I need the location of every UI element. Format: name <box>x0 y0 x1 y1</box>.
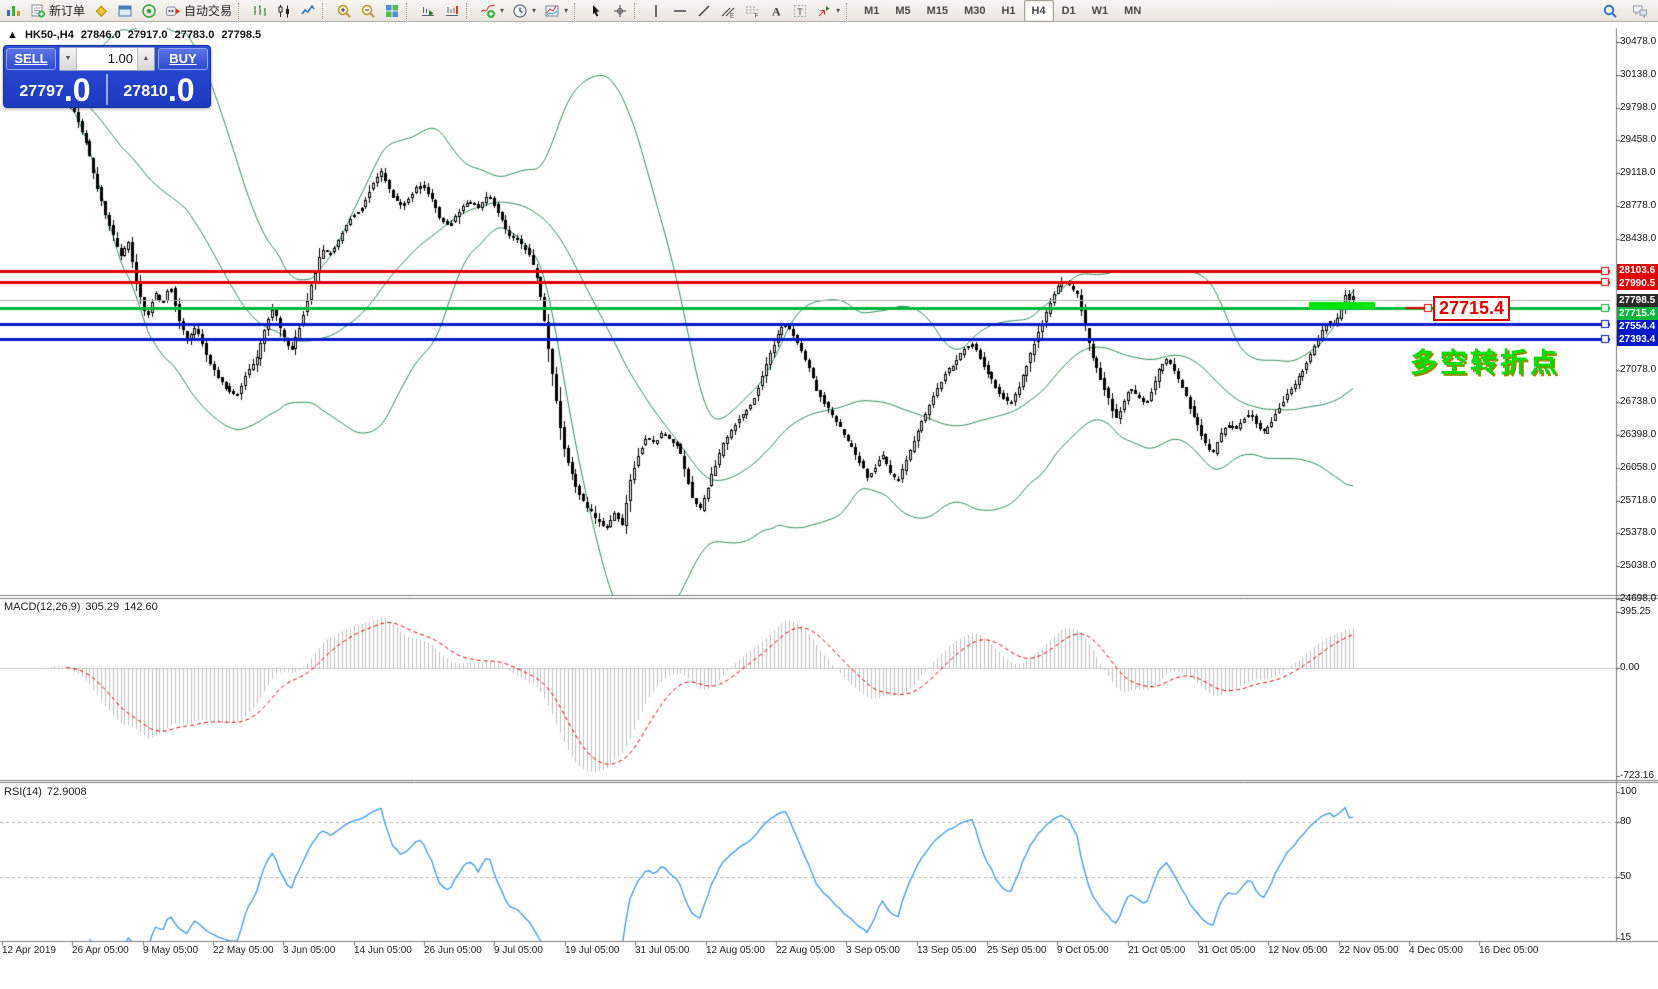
x-axis-date-label: 9 Oct 05:00 <box>1057 945 1109 956</box>
y-axis-tick-label: 26738.0 <box>1620 396 1657 407</box>
price-level-badge: 27554.4 <box>1617 320 1658 333</box>
y-axis-tick-label: 28438.0 <box>1620 233 1657 244</box>
rsi-axis-label: 100 <box>1620 786 1637 797</box>
rsi-axis-label: 50 <box>1620 871 1632 882</box>
price-level-badge: 27393.4 <box>1617 333 1658 346</box>
buy-price[interactable]: 27810.0 <box>108 72 210 107</box>
volume-increase-button[interactable]: ▲ <box>137 48 154 70</box>
y-axis-tick-label: 28778.0 <box>1620 200 1657 211</box>
volume-decrease-button[interactable]: ▼ <box>60 48 77 70</box>
y-axis-tick-label: 30478.0 <box>1620 36 1657 47</box>
x-axis-date-label: 22 Aug 05:00 <box>776 945 835 956</box>
buy-button-label: BUY <box>169 51 197 66</box>
y-axis-tick-label: 26398.0 <box>1620 429 1657 440</box>
rsi-name: RSI(14) <box>4 786 42 798</box>
price-callout-label[interactable]: 27715.4 <box>1433 296 1510 321</box>
price-level-badge: 27715.4 <box>1617 307 1658 320</box>
x-axis-date-label: 12 Aug 05:00 <box>706 945 765 956</box>
x-axis-date-label: 19 Jul 05:00 <box>565 945 620 956</box>
macd-name: MACD(12,26,9) <box>4 601 81 613</box>
price-level-badge: 27798.5 <box>1617 294 1658 307</box>
rsi-axis-label: 15 <box>1620 932 1632 943</box>
macd-axis-label: 0.00 <box>1620 662 1640 673</box>
x-axis-date-label: 22 May 05:00 <box>213 945 274 956</box>
volume-stepper[interactable]: ▼ 1.00 ▲ <box>59 47 155 71</box>
x-axis-date-label: 4 Dec 05:00 <box>1409 945 1463 956</box>
bar-close-value: 27798.5 <box>221 29 262 41</box>
chart-title: ▲ HK50-,H4 27846.0 27917.0 27783.0 27798… <box>7 29 265 41</box>
y-axis-tick-label: 25378.0 <box>1620 527 1657 538</box>
sell-price-big: .0 <box>63 72 91 108</box>
buy-price-big: .0 <box>167 72 195 108</box>
macd-axis-label: -723.16 <box>1620 770 1654 781</box>
trade-panel-top-row: SELL ▼ 1.00 ▲ BUY <box>4 46 210 72</box>
bar-open-value: 27846.0 <box>80 29 121 41</box>
macd-indicator-label: MACD(12,26,9) 305.29 142.60 <box>4 601 163 613</box>
macd-signal-value: 142.60 <box>124 601 158 613</box>
x-axis-date-label: 12 Apr 2019 <box>2 945 56 956</box>
y-axis-tick-label: 25718.0 <box>1620 495 1657 506</box>
y-axis-tick-label: 30138.0 <box>1620 69 1657 80</box>
rsi-axis-label: 80 <box>1620 816 1632 827</box>
x-axis-date-label: 22 Nov 05:00 <box>1339 945 1399 956</box>
y-axis-tick-label: 24698.0 <box>1620 593 1657 604</box>
bar-low-value: 27783.0 <box>174 29 215 41</box>
x-axis-date-label: 31 Jul 05:00 <box>635 945 690 956</box>
x-axis-date-label: 9 Jul 05:00 <box>494 945 543 956</box>
volume-field[interactable]: 1.00 <box>107 51 133 66</box>
x-axis-date-label: 16 Dec 05:00 <box>1479 945 1539 956</box>
y-axis-tick-label: 26058.0 <box>1620 462 1657 473</box>
buy-price-main: 27810 <box>123 83 168 100</box>
trade-panel-prices: 27797.0 27810.0 <box>4 72 210 107</box>
x-axis-date-label: 31 Oct 05:00 <box>1198 945 1256 956</box>
x-axis-date-label: 21 Oct 05:00 <box>1128 945 1186 956</box>
x-axis-date-label: 9 May 05:00 <box>143 945 199 956</box>
pivot-annotation-text: 多空转折点 <box>1410 348 1560 378</box>
sell-button[interactable]: SELL <box>6 48 56 70</box>
y-axis-tick-label: 29798.0 <box>1620 102 1657 113</box>
macd-axis-label: 395.25 <box>1620 606 1651 617</box>
buy-button[interactable]: BUY <box>158 48 208 70</box>
sell-price[interactable]: 27797.0 <box>4 72 106 107</box>
bar-high-value: 27917.0 <box>127 29 168 41</box>
one-click-trading-panel: SELL ▼ 1.00 ▲ BUY 27797.0 27810.0 <box>3 45 211 108</box>
rsi-value: 72.9008 <box>46 786 87 798</box>
price-level-badge: 28103.6 <box>1617 264 1658 277</box>
y-axis-tick-label: 27078.0 <box>1620 364 1657 375</box>
x-axis-date-label: 25 Sep 05:00 <box>987 945 1047 956</box>
y-axis-tick-label: 25038.0 <box>1620 560 1657 571</box>
symbol-period-label: HK50-,H4 <box>24 29 74 41</box>
rsi-indicator-label: RSI(14) 72.9008 <box>4 786 92 798</box>
trade-panel-divider <box>106 74 108 105</box>
x-axis-date-label: 13 Sep 05:00 <box>917 945 977 956</box>
x-axis-date-label: 26 Jun 05:00 <box>424 945 482 956</box>
x-axis-date-label: 12 Nov 05:00 <box>1268 945 1328 956</box>
y-axis-tick-label: 29458.0 <box>1620 134 1657 145</box>
macd-main-value: 305.29 <box>85 601 120 613</box>
x-axis-date-label: 26 Apr 05:00 <box>72 945 129 956</box>
sell-price-main: 27797 <box>19 83 64 100</box>
x-axis-date-label: 14 Jun 05:00 <box>354 945 412 956</box>
y-axis-tick-label: 29118.0 <box>1620 167 1656 178</box>
title-arrow-icon: ▲ <box>7 29 18 41</box>
x-axis-date-label: 3 Sep 05:00 <box>846 945 900 956</box>
x-axis-date-label: 3 Jun 05:00 <box>283 945 336 956</box>
price-level-badge: 27990.5 <box>1617 277 1658 290</box>
sell-button-label: SELL <box>14 51 48 66</box>
